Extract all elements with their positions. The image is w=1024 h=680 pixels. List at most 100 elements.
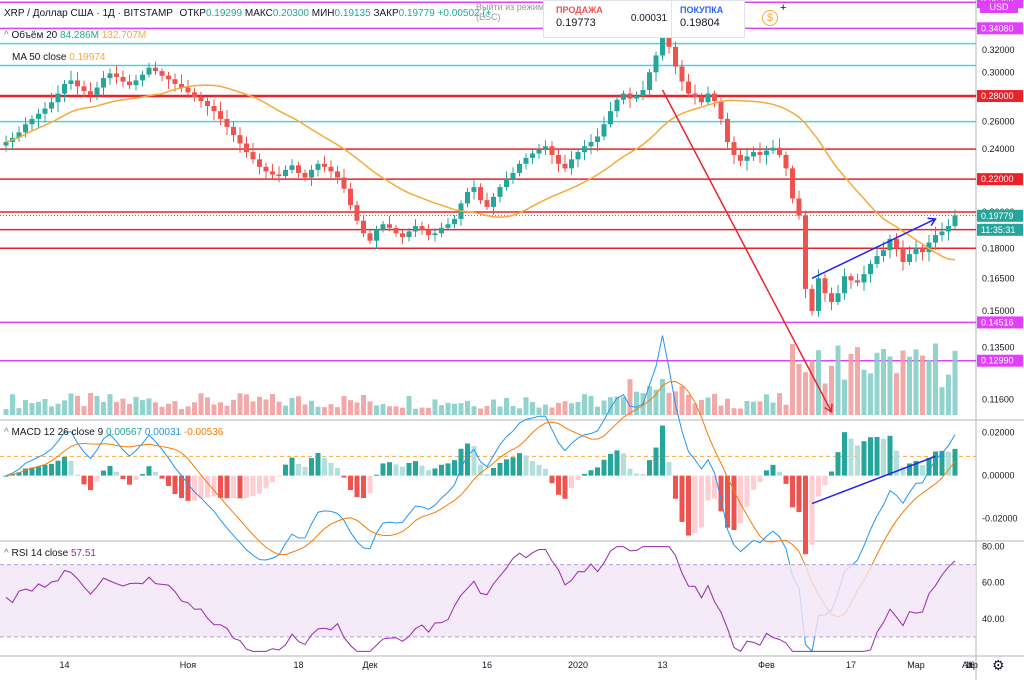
sell-button[interactable]: ПРОДАЖА 0.19773: [543, 0, 629, 38]
price-label-text: 0.22000: [981, 174, 1014, 184]
candle-body: [283, 169, 288, 177]
chevron-up-icon[interactable]: ^: [4, 30, 9, 41]
chevron-up-icon[interactable]: ^: [4, 548, 9, 559]
exit-fullscreen-hint[interactable]: Выйти из режима (ESC): [476, 2, 549, 22]
candle-body: [133, 80, 139, 86]
volume-bar: [205, 397, 210, 415]
candle-body: [803, 215, 808, 289]
macd-histogram-bar: [809, 475, 815, 545]
candle-body: [731, 142, 737, 155]
macd-histogram-bar: [666, 462, 672, 476]
price-tick-label: 0.15000: [982, 306, 1015, 316]
volume-bar: [361, 395, 366, 415]
price-label-text: 0.34080: [981, 23, 1014, 33]
candle-body: [952, 215, 958, 227]
macd-histogram-bar: [504, 459, 509, 476]
open-label: ОТКР: [179, 8, 206, 19]
rsi-tick-label: 60.00: [982, 578, 1005, 588]
volume-bar: [120, 398, 126, 415]
price-label-badge: [977, 209, 1023, 222]
volume-bar: [543, 404, 548, 415]
gear-icon[interactable]: ⚙: [992, 657, 1005, 673]
volume-bar: [413, 408, 418, 415]
candle-body: [835, 293, 841, 303]
candle-body: [627, 93, 633, 99]
candle-body: [244, 143, 249, 153]
macd-histogram-bar: [198, 475, 204, 499]
volume-legend[interactable]: ^ Объём 20 84.286M 132.707M: [4, 30, 146, 41]
volume-bar: [400, 407, 405, 415]
macd-histogram-bar: [231, 475, 236, 499]
low-value: 0.19135: [334, 8, 371, 19]
ma50-line: [5, 84, 956, 261]
volume-bar: [406, 396, 412, 415]
volume-bar: [530, 402, 535, 415]
candle-body: [81, 86, 87, 92]
candle-body: [842, 276, 847, 294]
volume-bar: [699, 399, 704, 415]
macd-histogram-bar: [692, 475, 698, 533]
macd-histogram-bar: [335, 467, 340, 476]
macd-histogram-bar: [68, 460, 74, 476]
macd-histogram-bar: [315, 452, 321, 476]
volume-bar: [478, 408, 483, 415]
candle-body: [783, 154, 789, 169]
candle-body: [289, 165, 295, 170]
volume-bar: [107, 394, 113, 415]
rsi-legend[interactable]: ^ RSI 14 close 57.51: [4, 548, 96, 559]
volume-bar: [855, 347, 860, 415]
candle-body: [179, 83, 184, 88]
macd-legend[interactable]: ^ MACD 12 26 close 9 0.00567 0.00031 -0.…: [4, 427, 223, 438]
macd-histogram-bar: [816, 475, 821, 497]
candle-body: [94, 87, 100, 95]
macd-histogram-bar: [374, 474, 379, 476]
macd-histogram-bar: [842, 432, 847, 476]
candle-body: [192, 92, 197, 98]
macd-histogram-bar: [660, 425, 665, 476]
macd-histogram-bar: [484, 474, 490, 476]
currency-icon[interactable]: $: [762, 10, 778, 26]
candle-body: [257, 159, 262, 167]
candle-body: [107, 73, 113, 79]
macd-histogram-bar: [900, 466, 906, 476]
chevron-up-icon[interactable]: ^: [4, 427, 9, 438]
volume-bar: [484, 405, 490, 415]
price-tick-label: 0.26000: [982, 117, 1015, 127]
add-button[interactable]: +: [780, 2, 787, 14]
macd-histogram-bar: [458, 448, 464, 476]
currency-label[interactable]: USD: [980, 1, 1018, 13]
macd-histogram-bar: [387, 462, 392, 476]
ma-legend[interactable]: MA 50 close 0.19974: [12, 52, 105, 63]
buy-button[interactable]: ПОКУПКА 0.19804: [671, 0, 745, 38]
candle-body: [562, 163, 568, 169]
volume-bar: [634, 391, 639, 415]
macd-histogram-bar: [452, 460, 457, 476]
macd-histogram-bar: [536, 464, 542, 476]
price-label-text: 0.12990: [981, 356, 1014, 366]
time-tick-label: 2020: [568, 660, 588, 670]
volume-ma-value: 132.707M: [101, 30, 147, 41]
macd-histogram-bar: [634, 473, 639, 476]
macd-histogram-bar: [777, 471, 782, 476]
volume-bar: [62, 400, 67, 415]
volume-bar: [692, 403, 698, 415]
candle-body: [770, 147, 776, 151]
macd-histogram-bar: [744, 475, 750, 507]
macd-histogram-bar: [510, 457, 516, 476]
candle-body: [614, 99, 620, 112]
macd-histogram-bar: [166, 475, 171, 486]
macd-histogram-bar: [712, 475, 717, 499]
candle-body: [712, 93, 717, 102]
macd-blue-trendline: [811, 455, 936, 505]
candle-body: [153, 67, 158, 72]
volume-bar: [3, 409, 9, 415]
time-tick-label: Мар: [907, 660, 925, 670]
macd-histogram-bar: [627, 468, 633, 476]
macd-histogram-bar: [705, 475, 711, 501]
macd-histogram-bar: [296, 463, 301, 476]
rsi-tick-label: 40.00: [982, 614, 1005, 624]
volume-bar: [666, 392, 672, 415]
candle-body: [172, 79, 178, 84]
volume-bar: [257, 396, 262, 415]
